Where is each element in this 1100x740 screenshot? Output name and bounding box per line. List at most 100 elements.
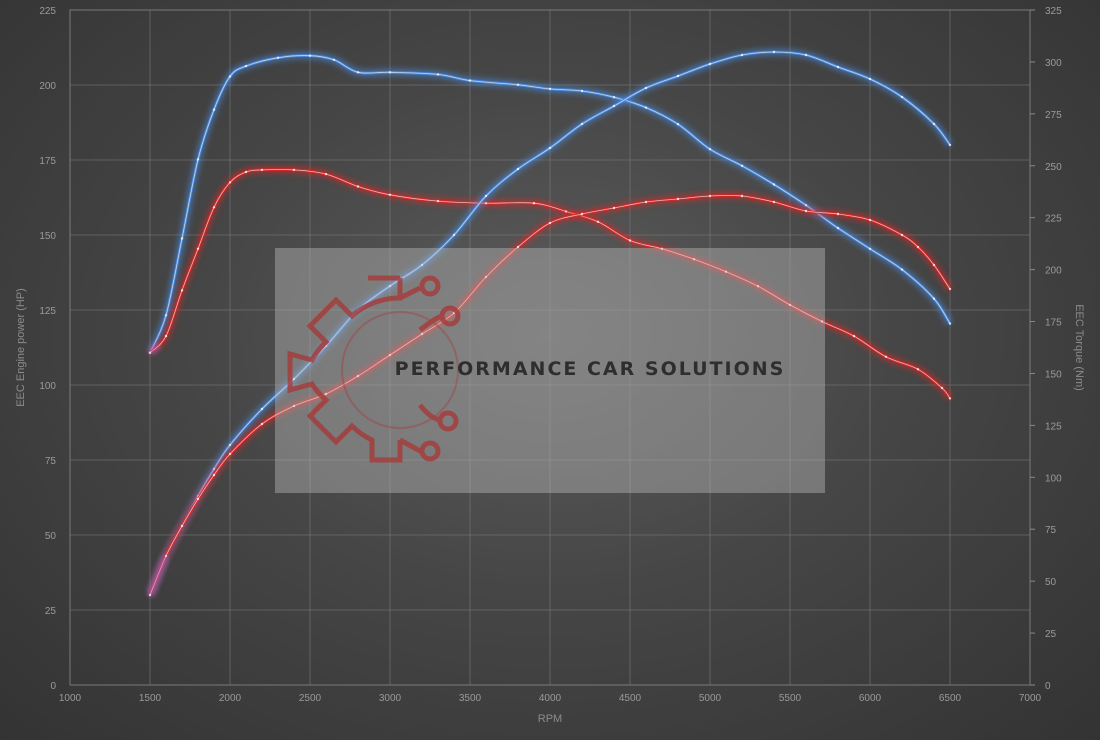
data-point xyxy=(916,368,920,371)
data-point xyxy=(332,58,336,61)
data-point xyxy=(772,183,776,186)
x-tick-label: 3500 xyxy=(459,693,482,704)
y-left-tick-label: 125 xyxy=(39,306,56,317)
data-point xyxy=(852,334,856,338)
series-line-2 xyxy=(146,48,953,597)
y-right-tick-label: 25 xyxy=(1045,629,1057,640)
data-point xyxy=(868,77,872,81)
data-point xyxy=(916,245,920,249)
data-point xyxy=(292,404,296,408)
data-point xyxy=(212,108,216,111)
data-point xyxy=(676,197,680,201)
watermark-panel xyxy=(275,248,825,493)
data-point xyxy=(740,194,744,198)
y-right-axis-title: EEC Torque (Nm) xyxy=(1073,304,1085,391)
y-right-tick-label: 50 xyxy=(1045,577,1057,588)
x-tick-label: 6000 xyxy=(859,693,882,704)
data-point xyxy=(900,95,904,99)
data-point xyxy=(612,104,616,108)
data-point xyxy=(228,181,232,184)
data-point xyxy=(516,83,520,87)
grid: 1000 1500 2000 2500 3000 3500 4000 4500 5000 5500… xyxy=(15,6,1085,725)
data-point xyxy=(660,247,664,250)
data-point xyxy=(420,263,424,267)
y-right-tick-label: 200 xyxy=(1045,266,1062,277)
data-point xyxy=(900,233,904,237)
x-tick-label: 4000 xyxy=(539,693,562,704)
x-axis-title: RPM xyxy=(538,713,562,725)
data-point xyxy=(564,210,568,213)
data-point xyxy=(276,56,280,59)
data-point xyxy=(484,275,488,279)
series-line-1 xyxy=(147,166,953,401)
y-left-tick-label: 0 xyxy=(50,681,56,692)
data-point xyxy=(436,73,440,76)
data-point xyxy=(756,285,760,288)
data-point xyxy=(212,473,216,477)
data-point xyxy=(356,71,360,74)
data-point xyxy=(932,297,936,300)
data-point xyxy=(324,172,328,176)
data-point xyxy=(772,200,776,204)
data-point xyxy=(868,247,872,250)
data-point xyxy=(836,226,840,230)
x-tick-label: 3000 xyxy=(379,693,402,704)
y-left-tick-label: 150 xyxy=(39,231,56,242)
y-left-tick-label: 100 xyxy=(39,381,56,392)
y-left-axis-title: EEC Engine power (HP) xyxy=(15,288,27,407)
series-line-3 xyxy=(146,191,953,597)
y-left-tick-label: 225 xyxy=(39,6,56,17)
data-point xyxy=(196,158,200,161)
series-group xyxy=(146,48,953,597)
x-tick-label: 1000 xyxy=(59,693,82,704)
data-point xyxy=(548,87,552,91)
data-point xyxy=(740,164,744,167)
data-point xyxy=(324,392,328,396)
data-point xyxy=(516,167,520,171)
data-point xyxy=(228,452,232,456)
data-point xyxy=(292,377,296,381)
data-point xyxy=(164,334,168,338)
y-left-tick-label: 175 xyxy=(39,156,56,167)
x-tick-label: 2000 xyxy=(219,693,242,704)
data-point xyxy=(388,193,392,196)
data-point xyxy=(484,202,488,205)
x-tick-label: 1500 xyxy=(139,693,162,704)
data-point xyxy=(388,353,392,357)
watermark: PERFORMANCE CAR SOLUTIONS xyxy=(275,248,825,493)
y-right-tick-label: 0 xyxy=(1045,681,1051,692)
data-point xyxy=(612,206,616,210)
data-point xyxy=(836,65,840,69)
data-point xyxy=(772,50,776,54)
data-point xyxy=(900,268,904,271)
y-left-tick-label: 200 xyxy=(39,81,56,92)
data-point xyxy=(948,322,952,325)
data-point xyxy=(180,524,184,528)
y-right-tick-label: 175 xyxy=(1045,318,1062,329)
data-point xyxy=(948,143,952,147)
y-right-tick-label: 225 xyxy=(1045,214,1062,225)
x-tick-label: 2500 xyxy=(299,693,322,704)
data-point xyxy=(436,199,440,203)
data-point xyxy=(244,64,248,68)
data-point xyxy=(452,233,456,237)
data-point xyxy=(260,407,264,411)
data-point xyxy=(468,79,472,82)
data-point xyxy=(948,287,952,291)
data-point xyxy=(180,237,184,240)
data-point xyxy=(692,258,696,261)
data-point xyxy=(788,303,792,307)
data-point xyxy=(580,122,584,126)
data-point xyxy=(676,74,680,78)
data-point xyxy=(260,422,264,426)
data-point xyxy=(836,212,840,216)
data-point xyxy=(708,62,712,66)
data-point xyxy=(644,106,648,109)
data-point xyxy=(484,194,488,198)
y-left-tick-label: 75 xyxy=(45,456,57,467)
data-point xyxy=(388,71,392,74)
data-point xyxy=(532,202,536,205)
data-point xyxy=(932,263,936,267)
data-point xyxy=(580,89,584,93)
